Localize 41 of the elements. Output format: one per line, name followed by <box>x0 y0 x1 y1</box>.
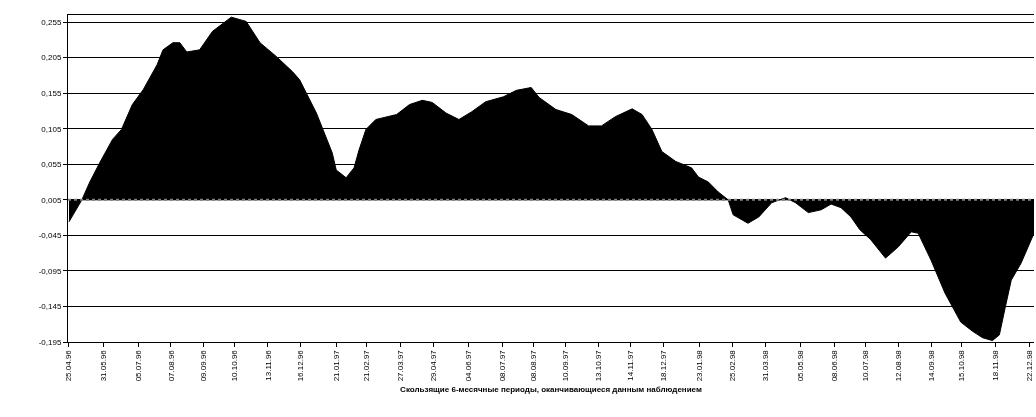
x-tick-label: 10.07.98 <box>861 349 871 382</box>
x-tick-label: 27.03.97 <box>396 349 406 382</box>
y-tick-label: -0,095 <box>38 266 62 276</box>
x-tick-label: 08.06.98 <box>829 349 839 382</box>
x-tick-label: 25.02.98 <box>727 349 737 382</box>
y-tick-label: 0,255 <box>41 17 62 27</box>
y-tick-label: 0,105 <box>41 124 62 134</box>
x-tick-label: 18.12.97 <box>659 349 669 382</box>
x-tick-label: 31.03.98 <box>761 349 771 382</box>
x-tick-label: 10.10.96 <box>229 349 239 382</box>
x-tick-label: 14.11.97 <box>625 349 635 381</box>
x-tick-label: 05.07.96 <box>133 349 143 382</box>
x-tick-label: 22.12.98 <box>1024 349 1034 382</box>
x-tick-label: 07.08.96 <box>166 349 176 382</box>
x-tick-label: 08.08.97 <box>528 349 538 382</box>
x-tick-label: 23.01.98 <box>695 349 705 382</box>
x-tick-label: 21.02.97 <box>362 349 372 382</box>
x-tick-label: 05.05.98 <box>796 349 806 382</box>
y-tick-label: -0,145 <box>38 302 62 312</box>
x-tick-label: 21.01.97 <box>331 349 341 382</box>
x-tick-label: 09.09.96 <box>199 349 209 382</box>
x-tick-label: 08.07.97 <box>498 349 508 382</box>
x-tick-label: 04.06.97 <box>464 349 474 382</box>
x-tick-label: 13.10.97 <box>594 349 604 382</box>
x-tick-label: 14.09.98 <box>926 349 936 382</box>
y-tick-label: 0,205 <box>41 53 62 63</box>
x-tick-label: 29.04.97 <box>428 349 438 382</box>
x-tick-label: 31.05.96 <box>99 349 109 382</box>
y-tick-label: 0,005 <box>41 195 62 205</box>
x-tick-label: 18.11.98 <box>991 349 1000 381</box>
x-tick-label: 25.04.96 <box>63 349 73 382</box>
x-axis-title: Скользящие 6-месячные периоды, оканчивающиеся данным наблюдением <box>400 385 702 395</box>
x-tick-label: 15.10.98 <box>957 349 967 382</box>
x-tick-label: 13.11.96 <box>263 349 273 381</box>
x-tick-label: 10.09.97 <box>561 349 571 382</box>
y-tick-label: 0,155 <box>41 89 62 98</box>
y-tick-label: -0,045 <box>38 231 62 241</box>
x-tick-label: 16.12.96 <box>296 349 306 382</box>
y-tick-label: 0,055 <box>41 160 62 170</box>
x-tick-label: 12.08.98 <box>894 349 903 382</box>
y-tick-label: -0,195 <box>38 337 62 347</box>
